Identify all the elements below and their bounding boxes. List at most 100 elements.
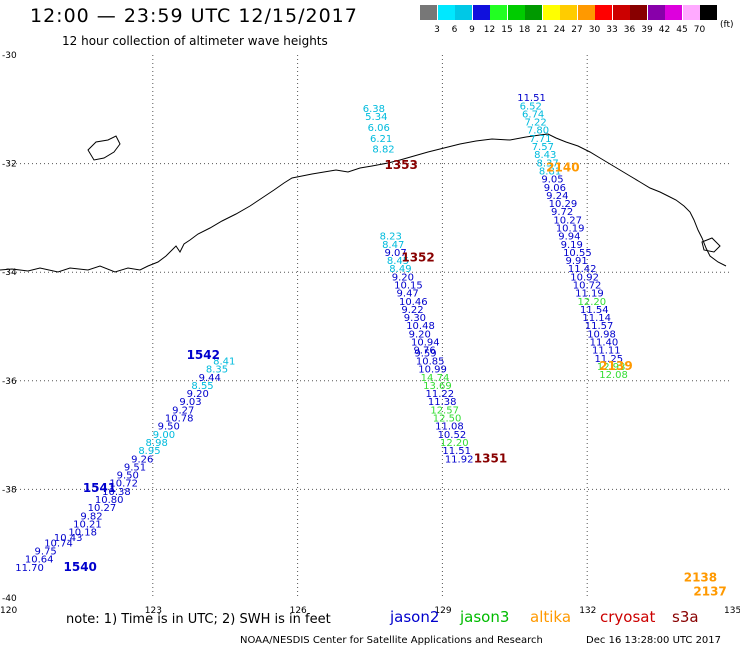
wave-height-value: 11.38 [428,397,457,408]
wave-height-value: 10.72 [109,479,138,490]
wave-height-value: 8.47 [382,240,404,251]
lat-tick-label: -32 [2,160,17,170]
wave-height-value: 11.92 [445,454,474,465]
wave-height-value: 10.94 [411,338,440,349]
lon-tick-label: 123 [145,606,162,616]
legend-label: 18 [518,25,531,35]
wave-height-value: 9.24 [546,191,568,202]
legend-swatch [577,5,595,20]
wave-height-value: 10.27 [88,503,117,514]
wave-height-value: 9.94 [558,232,580,243]
wave-height-value: 8.37 [537,158,559,169]
wave-height-value: 5.34 [365,112,387,123]
wave-height-value: 12.20 [440,438,469,449]
legend-label: 9 [469,25,475,35]
map-title: 12:00 — 23:59 UTC 12/15/2017 [30,5,358,27]
wave-height-value: 9.26 [131,454,153,465]
legend-swatch [420,5,437,20]
wave-height-value: 8.49 [389,264,411,275]
legend-label: 6 [451,25,458,35]
wave-height-value: 10.15 [394,280,423,291]
recherche-islands [87,135,121,161]
wave-height-value: 10.74 [44,538,73,549]
pass-label: 1353 [384,158,417,172]
legend-swatch [630,5,647,20]
wave-height-value: 10.18 [68,528,97,539]
satellite-legend-item: jason3 [460,608,510,626]
lat-tick-label: -36 [2,377,17,387]
legend-label: 39 [641,25,653,35]
coastline [0,133,727,273]
wave-height-labels: 11.7010.649.7510.7410.4310.1810.219.8210… [15,93,628,574]
wave-height-value: 12.57 [430,405,459,416]
wave-height-value: 9.06 [544,183,566,194]
wave-height-value: 8.45 [387,256,409,267]
wave-height-value: 13.69 [423,381,452,392]
wave-height-value: 9.76 [413,346,435,357]
satellite-legend-item: jason2 [390,608,440,626]
wave-height-value: 6.38 [363,104,385,115]
map-subtitle: 12 hour collection of altimeter wave hei… [62,34,328,48]
wave-height-value: 10.98 [587,329,616,340]
satellite-legend-item: s3a [672,608,699,626]
pass-label: 2140 [546,161,579,175]
legend-swatch [700,5,717,20]
pass-label: 1542 [187,348,220,362]
wave-height-value: 11.54 [580,305,609,316]
lon-tick-label: 132 [579,606,596,616]
wave-height-value: 9.05 [541,175,563,186]
lon-tick-label: 120 [0,606,17,616]
wave-height-value: 11.40 [590,338,619,349]
wave-height-value: 9.75 [35,547,57,558]
wave-height-value: 11.70 [15,563,44,574]
legend-swatch [612,5,630,20]
pass-label: 1352 [401,250,434,264]
legend-swatch [542,5,560,20]
pass-label: 2137 [693,584,726,598]
wave-height-value: 9.47 [397,289,419,300]
wave-height-value: 9.91 [565,256,587,267]
legend-swatch [507,5,525,20]
lon-tick-label: 135 [724,606,740,616]
wave-height-value: 12.50 [433,414,462,425]
wave-height-value: 9.20 [409,329,431,340]
wave-height-value: 7.57 [532,142,554,153]
legend-swatch [647,5,665,20]
footer: NOAA/NESDIS Center for Satellite Applica… [240,635,721,646]
wave-height-value: 10.80 [95,495,124,506]
wave-height-value: 8.55 [191,381,213,392]
wave-height-value: 11.51 [517,93,546,104]
pass-label: 2139 [599,359,632,373]
wave-height-value: 7.80 [527,126,549,137]
wave-height-value: 6.74 [522,109,544,120]
wave-height-value: 10.52 [438,430,467,441]
wave-height-value: 11.51 [442,446,471,457]
wave-height-value: 9.20 [187,389,209,400]
wave-height-value: 6.06 [368,123,390,134]
wave-height-value: 8.95 [138,446,160,457]
pass-label: 1351 [474,451,507,465]
wave-height-value: 12.20 [578,297,607,308]
wave-height-value: 8.41 [213,357,235,368]
wave-height-value: 6.21 [370,134,392,145]
legend-label: 27 [571,25,583,35]
grid-lines [8,55,732,598]
kangaroo-island [701,237,721,253]
wave-height-value: 10.92 [570,272,599,283]
wave-height-value: 11.08 [435,422,464,433]
legend-swatch [437,5,455,20]
wave-height-value: 9.03 [179,397,201,408]
pass-label: 1541 [83,481,116,495]
wave-height-value: 9.27 [172,405,194,416]
lon-tick-label: 126 [290,606,307,616]
legend-label: 3 [434,25,440,35]
legend-swatch [682,5,700,20]
wave-height-value: 10.29 [549,199,578,210]
wave-height-value: 11.25 [594,354,623,365]
lat-tick-label: -34 [2,268,17,278]
wave-height-value: 10.19 [556,223,585,234]
wave-height-value: 7.71 [529,134,551,145]
wave-height-value: 9.30 [404,313,426,324]
wave-height-value: 9.72 [551,207,573,218]
